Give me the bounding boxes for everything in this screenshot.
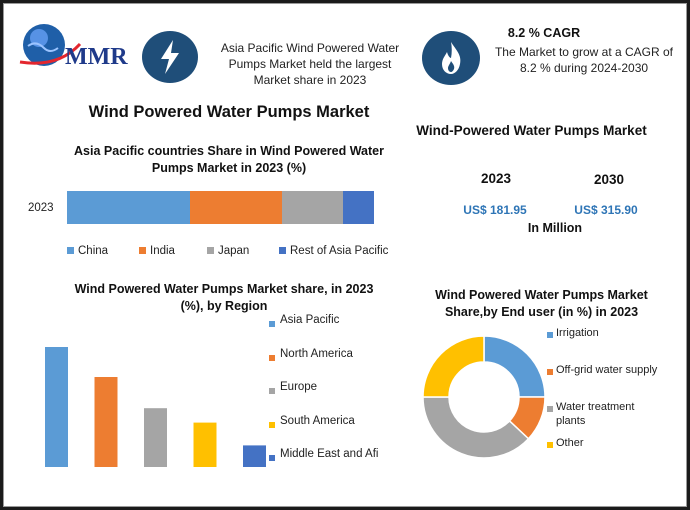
market-panel-title: Wind-Powered Water Pumps Market	[416, 123, 647, 138]
legend-swatch	[279, 247, 286, 255]
donut-legend-swatch-irrigation	[547, 332, 553, 338]
donut-legend-swatch-water-treatment-plants	[547, 406, 553, 412]
cagr-title: 8.2 % CAGR	[507, 26, 581, 40]
region-bar-chart	[45, 347, 266, 467]
legend-swatch	[139, 247, 146, 255]
region-legend-swatch-middle-east-and-afi	[269, 455, 275, 461]
stacked-title-line-1: Asia Pacific countries Share in Wind Pow…	[74, 144, 384, 158]
stacked-bar	[67, 191, 374, 224]
legend-item-rest-of-asia-pacific: Rest of Asia Pacific	[279, 245, 388, 257]
stacked-segment-japan	[281, 191, 344, 224]
market-year-2023: 2023	[480, 171, 512, 186]
donut-slice-water-treatment-plants	[422, 396, 530, 459]
statement-line-3: Market share in 2023	[253, 73, 367, 87]
market-year-2030: 2030	[593, 172, 625, 187]
cagr-line-2: 8.2 % during 2024-2030	[519, 61, 649, 75]
lightning-bolt-icon	[161, 40, 179, 74]
region-legend-label-south-america: South America	[280, 414, 355, 427]
market-unit: In Million	[527, 221, 583, 235]
legend-item-india: India	[139, 245, 175, 257]
main-title: Wind Powered Water Pumps Market	[88, 103, 370, 121]
donut-slice-other	[422, 335, 485, 398]
donut-legend: Irrigation Off-grid water supply Water tre…	[542, 322, 682, 452]
legend-label: Rest of Asia Pacific	[290, 245, 389, 257]
flame-icon	[442, 42, 461, 74]
region-chart-title: Wind Powered Water Pumps Market share, i…	[54, 281, 394, 315]
globe-logo-icon	[19, 24, 82, 66]
donut-legend-swatch-off-grid-water-supply	[547, 369, 553, 375]
lightning-icon-circle	[142, 31, 198, 83]
infographic-canvas: MMR Asia Pacific Wind Powered Water Pump…	[3, 3, 687, 507]
region-legend-label-europe: Europe	[280, 381, 318, 393]
stacked-legend: China India Japan Rest of Asia Pacific	[67, 245, 407, 261]
legend-item-japan: Japan	[207, 245, 249, 257]
stacked-category-label: 2023	[28, 202, 54, 214]
legend-swatch	[67, 247, 74, 255]
region-legend: Asia Pacific North America Europe South Ame…	[264, 314, 394, 469]
donut-legend-swatch-other	[547, 442, 553, 448]
end-user-donut-chart	[422, 335, 546, 459]
statement-line-2: Pumps Market held the largest	[228, 57, 392, 71]
cagr-text: The Market to grow at a CAGR of 8.2 % du…	[484, 44, 684, 76]
region-bar-north-america	[94, 377, 118, 467]
company-logo: MMR	[18, 18, 143, 76]
statement-line-1: Asia Pacific Wind Powered Water	[220, 41, 400, 55]
region-legend-swatch-north-america	[269, 354, 275, 361]
region-legend-label-north-america: North America	[280, 347, 353, 360]
market-value-2023: US$ 181.95	[463, 203, 527, 217]
donut-chart-title: Wind Powered Water Pumps Market Share,by…	[414, 287, 669, 321]
region-legend-label-middle-east-and-afi: Middle East and Afi	[280, 448, 379, 460]
legend-label: Japan	[218, 245, 250, 257]
stacked-chart-title: Asia Pacific countries Share in Wind Pow…	[44, 143, 414, 177]
cagr-line-1: The Market to grow at a CAGR of	[494, 45, 674, 59]
legend-label: India	[150, 245, 175, 257]
flame-icon-circle	[422, 31, 480, 85]
region-bar-europe	[144, 408, 167, 467]
region-legend-label-asia-pacific: Asia Pacific	[280, 314, 340, 326]
market-value-2030: US$ 315.90	[574, 203, 638, 217]
region-bar-middle-east-and-afi	[243, 445, 266, 467]
donut-title-line-2: Share,by End user (in %) in 2023	[444, 305, 639, 319]
donut-slice-irrigation	[483, 335, 546, 398]
stacked-segment-rest-of-asia-pacific	[343, 191, 374, 224]
stacked-segment-china	[67, 191, 190, 224]
donut-legend-label-water-treatment-plants: Water treatment plants	[556, 401, 635, 427]
region-legend-swatch-europe	[269, 388, 275, 394]
region-title-line-2: (%), by Region	[180, 299, 268, 313]
stacked-title-line-2: Pumps Market in 2023 (%)	[151, 161, 307, 175]
region-bar-south-america	[193, 422, 217, 467]
legend-label: China	[78, 245, 109, 257]
region-bar-asia-pacific	[45, 347, 68, 467]
legend-swatch	[207, 247, 214, 255]
region-legend-swatch-asia-pacific	[269, 321, 275, 327]
logo-text: MMR	[65, 44, 128, 70]
donut-legend-label-other: Other	[556, 437, 584, 449]
donut-legend-label-off-grid-water-supply: Off-grid water supply	[556, 364, 658, 376]
stacked-segment-india	[189, 191, 282, 224]
region-legend-swatch-south-america	[269, 421, 275, 428]
region-title-line-1: Wind Powered Water Pumps Market share, i…	[74, 282, 374, 296]
legend-item-china: China	[67, 245, 108, 257]
donut-title-line-1: Wind Powered Water Pumps Market	[435, 288, 648, 302]
header-statement: Asia Pacific Wind Powered Water Pumps Ma…	[210, 40, 410, 88]
donut-legend-label-irrigation: Irrigation	[556, 327, 599, 339]
